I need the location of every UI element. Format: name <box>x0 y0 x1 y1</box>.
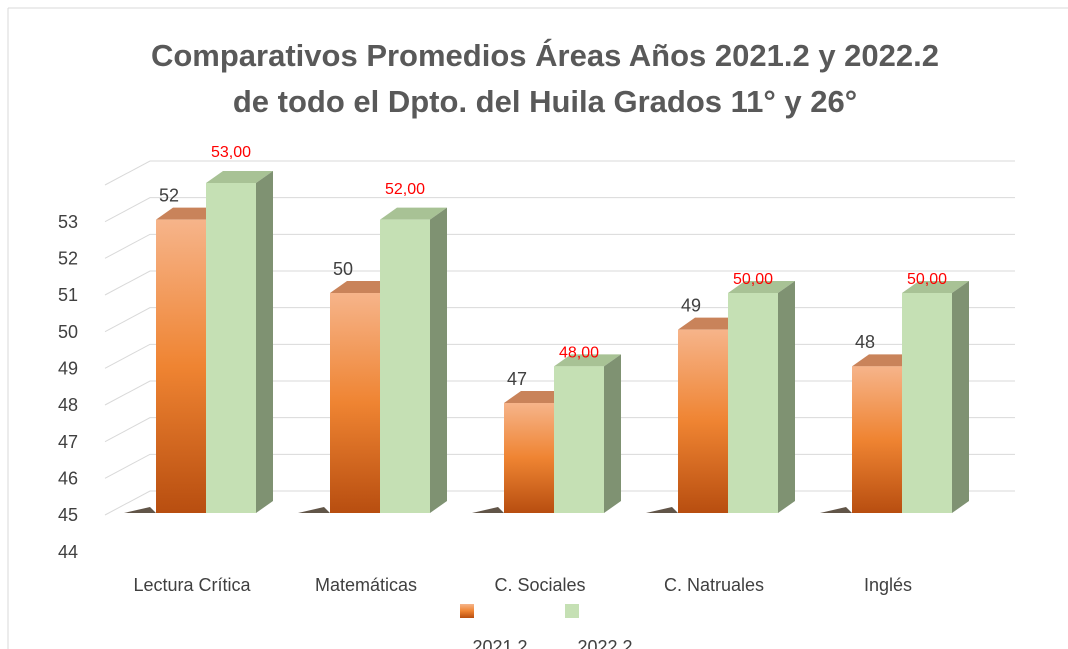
y-tick-label: 46 <box>58 468 78 488</box>
bar-shadow <box>298 507 330 513</box>
bar <box>852 366 902 513</box>
grid-line <box>104 307 1015 333</box>
y-tick-label: 44 <box>58 542 78 562</box>
bar-shadow <box>472 507 504 513</box>
bar-top <box>206 171 273 183</box>
bar <box>728 293 778 513</box>
x-tick-label: C. Natruales <box>664 575 764 595</box>
bar <box>678 329 728 513</box>
bar <box>554 366 604 513</box>
bar-shadow <box>646 507 678 513</box>
data-label: 49 <box>681 295 701 315</box>
y-tick-label: 48 <box>58 395 78 415</box>
data-label: 48 <box>855 332 875 352</box>
legend-swatch <box>565 604 579 618</box>
bar-side <box>256 171 273 513</box>
chart-title: Comparativos Promedios Áreas Años 2021.2… <box>151 38 939 73</box>
bar-top <box>902 281 969 293</box>
bar-side <box>604 354 621 513</box>
bar <box>380 219 430 513</box>
bar-top <box>728 281 795 293</box>
y-tick-label: 47 <box>58 432 78 452</box>
bar-side <box>430 207 447 513</box>
legend-label: 2021.2 <box>472 637 527 649</box>
data-label: 50,00 <box>907 271 947 288</box>
bar <box>330 293 380 513</box>
x-tick-label: Inglés <box>864 575 912 595</box>
x-tick-label: Matemáticas <box>315 575 417 595</box>
bar <box>156 219 206 513</box>
data-label: 52 <box>159 185 179 205</box>
data-label: 50 <box>333 259 353 279</box>
grid-line <box>104 160 1015 186</box>
bar-top <box>554 354 621 367</box>
bar-side <box>952 281 969 513</box>
bar <box>504 403 554 513</box>
y-tick-label: 52 <box>58 248 78 268</box>
x-tick-label: C. Sociales <box>494 575 585 595</box>
bar-shadow <box>820 507 852 513</box>
grid-line <box>104 197 1015 223</box>
y-tick-label: 51 <box>58 285 78 305</box>
legend-label: 2022.2 <box>577 637 632 649</box>
bar-shadow <box>124 507 156 513</box>
chart-subtitle: de todo el Dpto. del Huila Grados 11° y … <box>233 84 857 119</box>
y-tick-label: 49 <box>58 358 78 378</box>
y-tick-label: 50 <box>58 322 78 342</box>
data-label: 47 <box>507 369 527 389</box>
data-label: 53,00 <box>211 144 251 161</box>
bar-top <box>380 207 447 220</box>
y-tick-label: 53 <box>58 212 78 232</box>
bar-side <box>778 281 795 513</box>
y-tick-label: 45 <box>58 505 78 525</box>
bar <box>206 183 256 513</box>
legend-swatch <box>460 604 474 618</box>
bar <box>902 293 952 513</box>
grid-line <box>104 233 1015 259</box>
x-tick-label: Lectura Crítica <box>133 575 251 595</box>
grid-line <box>104 270 1015 296</box>
data-label: 48,00 <box>559 345 599 362</box>
data-label: 52,00 <box>385 181 425 198</box>
data-label: 50,00 <box>733 271 773 288</box>
